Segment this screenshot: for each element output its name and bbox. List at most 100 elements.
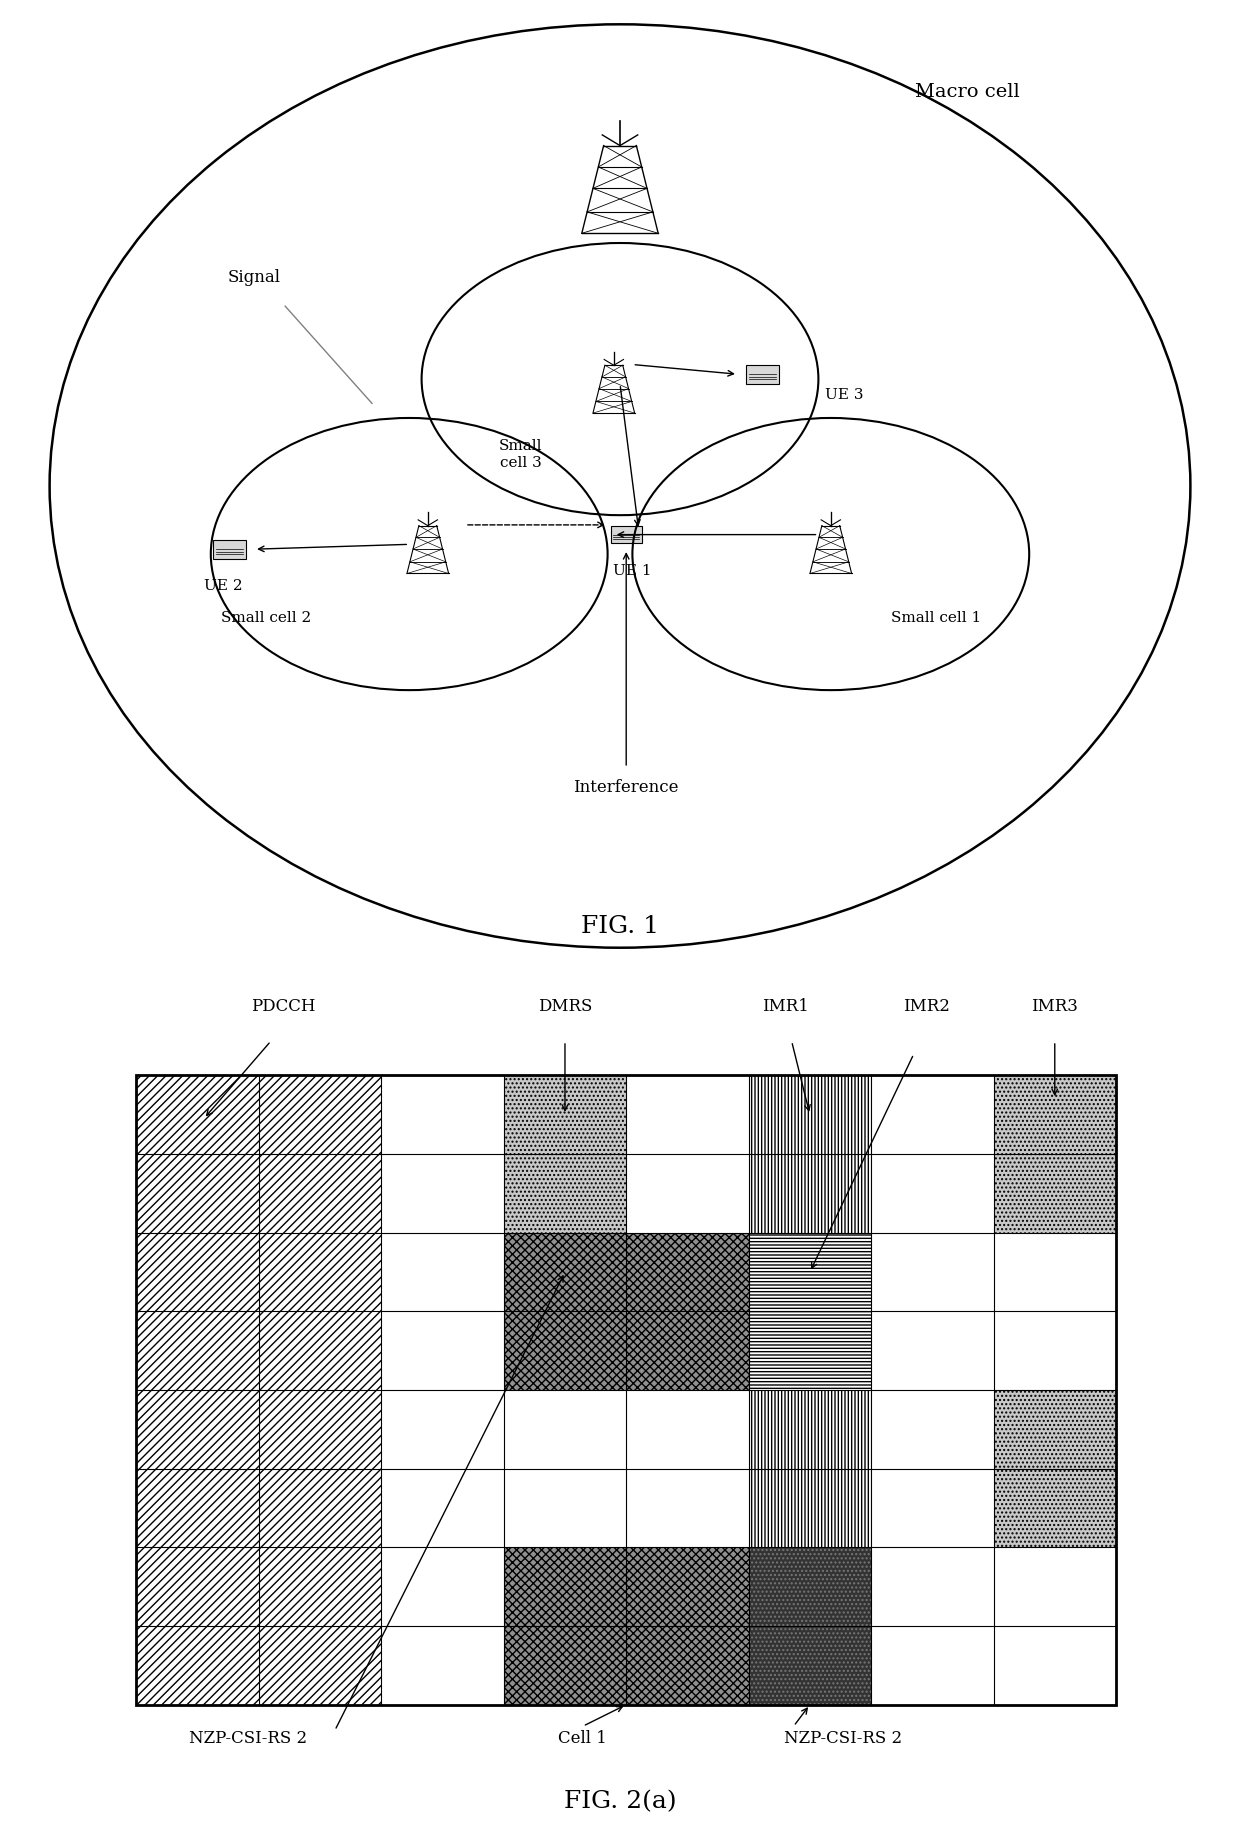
Bar <box>503 1232 626 1311</box>
Bar <box>749 1154 870 1232</box>
Bar <box>749 1627 870 1706</box>
Text: IMR3: IMR3 <box>1032 998 1079 1014</box>
Bar <box>626 1232 749 1311</box>
Bar <box>611 526 641 543</box>
Text: DMRS: DMRS <box>538 998 593 1014</box>
Bar <box>626 1311 749 1390</box>
Bar <box>136 1627 259 1706</box>
Text: NZP-CSI-RS 2: NZP-CSI-RS 2 <box>784 1731 903 1748</box>
Bar <box>136 1548 259 1627</box>
Bar <box>136 1232 259 1311</box>
Bar <box>993 1075 1116 1154</box>
Bar <box>503 1548 626 1627</box>
Bar <box>259 1232 382 1311</box>
Bar <box>136 1311 259 1390</box>
Bar <box>259 1627 382 1706</box>
Bar <box>259 1232 382 1311</box>
Bar <box>626 1232 749 1311</box>
Bar <box>136 1075 259 1154</box>
Bar <box>503 1548 626 1627</box>
Text: IMR1: IMR1 <box>761 998 808 1014</box>
Bar <box>503 1075 626 1154</box>
Bar <box>626 1075 749 1154</box>
Bar <box>503 1390 626 1469</box>
Bar <box>259 1548 382 1627</box>
Bar <box>382 1548 503 1627</box>
Bar <box>382 1469 503 1548</box>
Bar <box>749 1548 870 1627</box>
Bar <box>626 1548 749 1627</box>
Bar <box>749 1469 870 1548</box>
Bar <box>259 1548 382 1627</box>
Bar <box>259 1390 382 1469</box>
Bar <box>626 1627 749 1706</box>
Bar <box>749 1390 870 1469</box>
Text: NZP-CSI-RS 2: NZP-CSI-RS 2 <box>188 1731 308 1748</box>
Bar <box>749 1154 870 1232</box>
Bar <box>993 1075 1116 1154</box>
Text: Small cell 1: Small cell 1 <box>892 611 981 625</box>
Bar <box>749 1232 870 1311</box>
Bar <box>870 1469 993 1548</box>
Bar <box>503 1627 626 1706</box>
Bar <box>136 1469 259 1548</box>
Text: IMR2: IMR2 <box>903 998 950 1014</box>
Bar <box>749 1390 870 1469</box>
Bar <box>626 1548 749 1627</box>
Bar <box>870 1154 993 1232</box>
Bar <box>213 539 246 559</box>
Text: Small cell 2: Small cell 2 <box>222 611 311 625</box>
Bar <box>749 1154 870 1232</box>
Bar <box>993 1390 1116 1469</box>
Text: UE 3: UE 3 <box>825 387 863 402</box>
Bar <box>259 1390 382 1469</box>
Bar <box>626 1232 749 1311</box>
Bar <box>870 1548 993 1627</box>
Bar <box>259 1311 382 1390</box>
Bar <box>259 1548 382 1627</box>
Bar <box>136 1075 259 1154</box>
Bar <box>382 1311 503 1390</box>
Text: FIG. 2(a): FIG. 2(a) <box>564 1790 676 1814</box>
Bar <box>503 1627 626 1706</box>
Text: Cell 1: Cell 1 <box>558 1731 608 1748</box>
Bar <box>136 1232 259 1311</box>
Bar <box>993 1075 1116 1154</box>
Bar <box>259 1154 382 1232</box>
Bar <box>259 1627 382 1706</box>
Bar <box>136 1390 259 1469</box>
Bar <box>136 1154 259 1232</box>
Bar <box>136 1232 259 1311</box>
Bar <box>749 1548 870 1627</box>
Bar <box>382 1075 503 1154</box>
Bar <box>749 1311 870 1390</box>
Text: Macro cell: Macro cell <box>915 83 1019 101</box>
Bar <box>136 1390 259 1469</box>
Bar <box>993 1154 1116 1232</box>
Bar <box>626 1627 749 1706</box>
Bar <box>749 1548 870 1627</box>
Bar <box>136 1548 259 1627</box>
Text: Interference: Interference <box>573 779 680 796</box>
Bar <box>503 1627 626 1706</box>
Bar <box>503 1232 626 1311</box>
Bar <box>626 1390 749 1469</box>
Bar <box>503 1154 626 1232</box>
Bar <box>503 1311 626 1390</box>
Bar <box>993 1390 1116 1469</box>
Bar <box>870 1627 993 1706</box>
Bar <box>993 1232 1116 1311</box>
Bar <box>136 1469 259 1548</box>
Bar <box>382 1232 503 1311</box>
Bar <box>136 1548 259 1627</box>
Bar <box>259 1154 382 1232</box>
Bar <box>136 1390 259 1469</box>
Bar <box>503 1311 626 1390</box>
Bar <box>259 1627 382 1706</box>
Bar <box>749 1627 870 1706</box>
Bar <box>503 1311 626 1390</box>
Bar <box>749 1311 870 1390</box>
Bar <box>259 1232 382 1311</box>
Bar <box>259 1075 382 1154</box>
Bar <box>503 1469 626 1548</box>
